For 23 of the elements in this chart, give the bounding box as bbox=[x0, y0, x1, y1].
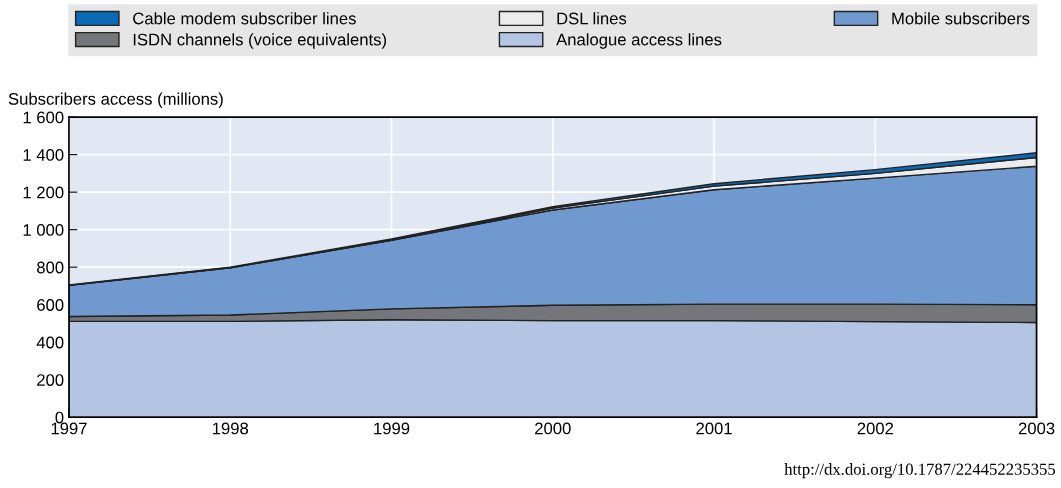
x-tick-label: 1999 bbox=[374, 422, 410, 435]
x-tick-label: 2002 bbox=[857, 422, 894, 435]
y-tick-label: 800 bbox=[37, 261, 64, 274]
x-tick-label: 2001 bbox=[696, 422, 732, 435]
legend-label: Mobile subscribers bbox=[892, 12, 1030, 25]
y-tick-label: 1 200 bbox=[23, 186, 64, 199]
legend-label: DSL lines bbox=[557, 12, 627, 25]
y-tick-label: 1 600 bbox=[23, 111, 64, 124]
text: http://dx.doi.org/10.1787/224452235355 bbox=[784, 463, 1056, 479]
y-axis-title: Subscribers access (millions) bbox=[8, 92, 223, 109]
y-tick-label: 0 bbox=[55, 411, 64, 424]
x-tick-label: 1998 bbox=[212, 422, 249, 435]
y-tick-label: 1 000 bbox=[23, 224, 64, 236]
y-tick-label: 600 bbox=[37, 299, 64, 311]
legend-label: Analogue access lines bbox=[556, 33, 722, 49]
y-tick-label: 400 bbox=[36, 336, 64, 349]
y-tick-label: 1 400 bbox=[23, 149, 64, 161]
legend-label: ISDN channels (voice equivalents) bbox=[133, 33, 387, 49]
x-tick-label: 2003 bbox=[1018, 422, 1055, 435]
x-tick-label: 1997 bbox=[51, 422, 87, 435]
legend-label: Cable modem subscriber lines bbox=[133, 12, 356, 25]
y-tick-label: 200 bbox=[37, 374, 64, 386]
x-tick-label: 2000 bbox=[535, 422, 571, 435]
